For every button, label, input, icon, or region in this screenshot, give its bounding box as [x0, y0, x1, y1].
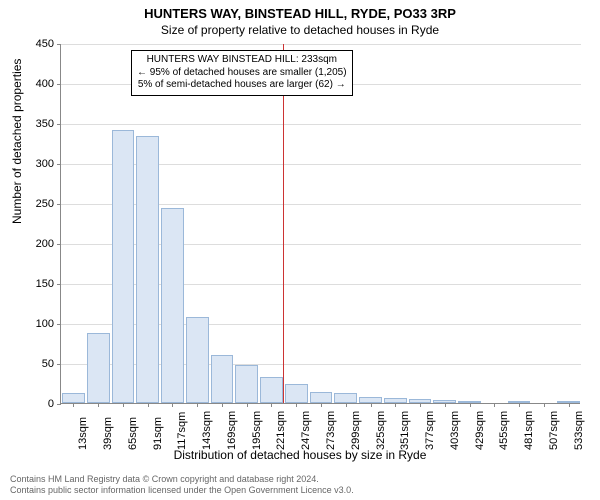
x-tick-label: 169sqm — [226, 411, 238, 450]
x-tick-label: 39sqm — [102, 417, 114, 450]
x-tick-mark — [148, 403, 149, 407]
histogram-bar — [161, 208, 184, 403]
x-tick-mark — [346, 403, 347, 407]
y-tick-mark — [57, 364, 61, 365]
x-tick-label: 351sqm — [399, 411, 411, 450]
histogram-bar — [334, 393, 357, 403]
x-tick-mark — [123, 403, 124, 407]
chart-subtitle: Size of property relative to detached ho… — [0, 21, 600, 37]
x-tick-mark — [544, 403, 545, 407]
y-tick-label: 50 — [24, 358, 54, 370]
y-tick-mark — [57, 404, 61, 405]
x-tick-label: 117sqm — [176, 412, 188, 450]
x-tick-label: 195sqm — [251, 411, 263, 450]
x-tick-label: 429sqm — [474, 411, 486, 450]
y-tick-mark — [57, 124, 61, 125]
y-tick-label: 250 — [24, 198, 54, 210]
x-tick-label: 91sqm — [152, 417, 164, 450]
x-tick-label: 13sqm — [77, 417, 89, 450]
y-gridline — [61, 124, 581, 125]
y-tick-mark — [57, 84, 61, 85]
y-tick-label: 450 — [24, 38, 54, 50]
histogram-bar — [186, 317, 209, 403]
histogram-bar — [235, 365, 258, 403]
x-tick-label: 325sqm — [375, 411, 387, 450]
x-tick-mark — [420, 403, 421, 407]
histogram-bar — [62, 393, 85, 403]
callout-line1: HUNTERS WAY BINSTEAD HILL: 233sqm — [137, 54, 347, 67]
x-tick-mark — [519, 403, 520, 407]
y-tick-label: 400 — [24, 78, 54, 90]
histogram-bar — [112, 130, 135, 403]
histogram-bar — [136, 136, 159, 403]
x-tick-mark — [395, 403, 396, 407]
reference-line — [283, 44, 284, 403]
histogram-bar — [211, 355, 234, 403]
x-tick-mark — [569, 403, 570, 407]
x-tick-label: 299sqm — [350, 411, 362, 450]
y-tick-mark — [57, 284, 61, 285]
footer-line2: Contains public sector information licen… — [10, 485, 590, 496]
footer-attribution: Contains HM Land Registry data © Crown c… — [10, 474, 590, 496]
chart-area: 05010015020025030035040045013sqm39sqm65s… — [60, 44, 580, 404]
y-tick-label: 100 — [24, 318, 54, 330]
x-tick-mark — [73, 403, 74, 407]
x-tick-mark — [271, 403, 272, 407]
x-tick-label: 143sqm — [201, 411, 213, 450]
x-tick-label: 273sqm — [325, 411, 337, 450]
x-tick-mark — [296, 403, 297, 407]
x-tick-mark — [98, 403, 99, 407]
x-tick-mark — [247, 403, 248, 407]
x-tick-label: 507sqm — [548, 411, 560, 450]
x-tick-mark — [197, 403, 198, 407]
x-tick-label: 403sqm — [449, 411, 461, 450]
x-tick-mark — [445, 403, 446, 407]
y-gridline — [61, 44, 581, 45]
x-tick-label: 221sqm — [275, 411, 287, 450]
y-tick-mark — [57, 164, 61, 165]
histogram-bar — [260, 377, 283, 403]
y-tick-mark — [57, 244, 61, 245]
x-tick-mark — [321, 403, 322, 407]
y-tick-mark — [57, 44, 61, 45]
callout-box: HUNTERS WAY BINSTEAD HILL: 233sqm← 95% o… — [131, 50, 353, 96]
y-tick-label: 150 — [24, 278, 54, 290]
plot-area: 05010015020025030035040045013sqm39sqm65s… — [60, 44, 580, 404]
x-tick-label: 455sqm — [498, 411, 510, 450]
y-tick-label: 350 — [24, 118, 54, 130]
y-tick-label: 300 — [24, 158, 54, 170]
x-tick-mark — [172, 403, 173, 407]
x-tick-label: 65sqm — [127, 417, 139, 450]
footer-line1: Contains HM Land Registry data © Crown c… — [10, 474, 590, 485]
x-tick-mark — [494, 403, 495, 407]
x-tick-label: 533sqm — [573, 411, 585, 450]
chart-title: HUNTERS WAY, BINSTEAD HILL, RYDE, PO33 3… — [0, 0, 600, 21]
x-tick-label: 377sqm — [424, 411, 436, 450]
x-tick-mark — [371, 403, 372, 407]
x-tick-mark — [470, 403, 471, 407]
y-tick-mark — [57, 204, 61, 205]
x-tick-label: 481sqm — [523, 411, 535, 450]
y-tick-mark — [57, 324, 61, 325]
histogram-bar — [310, 392, 333, 403]
callout-line3: 5% of semi-detached houses are larger (6… — [137, 79, 347, 92]
y-tick-label: 0 — [24, 398, 54, 410]
callout-line2: ← 95% of detached houses are smaller (1,… — [137, 67, 347, 80]
x-tick-label: 247sqm — [300, 411, 312, 450]
x-axis-label: Distribution of detached houses by size … — [0, 448, 600, 462]
histogram-bar — [87, 333, 110, 403]
histogram-bar — [285, 384, 308, 403]
y-axis-label: Number of detached properties — [10, 59, 24, 224]
x-tick-mark — [222, 403, 223, 407]
y-tick-label: 200 — [24, 238, 54, 250]
